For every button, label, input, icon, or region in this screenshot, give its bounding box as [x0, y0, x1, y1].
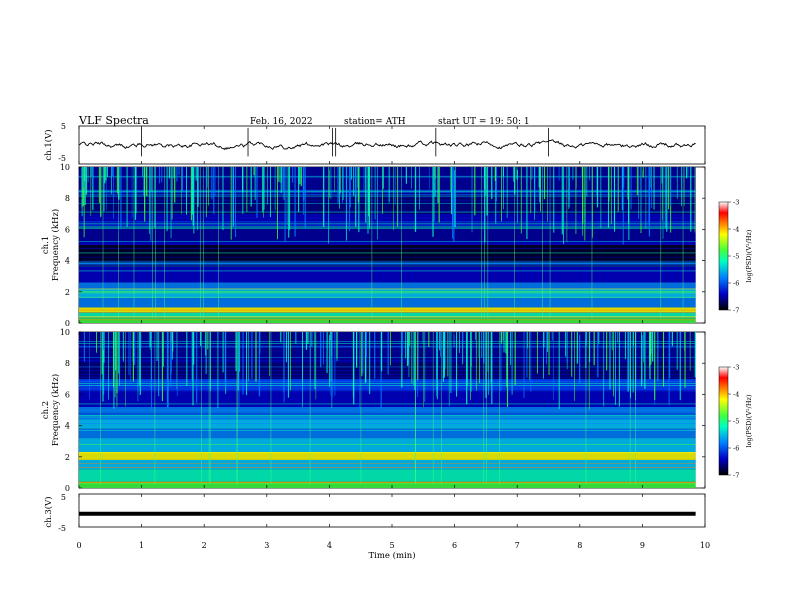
frequency-band	[79, 298, 696, 308]
date-label: Feb. 16, 2022	[250, 117, 313, 127]
start-time-label: start UT = 19: 50: 1	[438, 117, 530, 127]
ch1-ylabel: ch.1(V)	[43, 129, 54, 160]
spec2-colorbar: -3 -4 -5 -6 -7 log(PSD)(V²/Hz)	[718, 364, 753, 480]
spec1-colorbar: -3 -4 -5 -6 -7 log(PSD)(V²/Hz)	[718, 199, 753, 315]
colorbar-tick-label: -6	[733, 280, 739, 288]
ch1-spectrogram	[79, 167, 696, 323]
x-tick-label: 7	[515, 541, 520, 550]
y-tick-label: 8	[65, 359, 70, 368]
frequency-band	[79, 438, 696, 453]
x-tick-label: 9	[640, 541, 645, 550]
frequency-band	[79, 469, 696, 482]
frequency-band	[79, 406, 696, 420]
figure-title: VLF Spectra	[78, 114, 149, 127]
frequency-band	[79, 226, 696, 241]
colorbar-tick-label: -7	[733, 307, 739, 315]
spec1-ytick-labels: 0 2 4 6 8 10	[60, 163, 705, 328]
frequency-band	[79, 481, 696, 488]
frequency-band	[79, 213, 696, 227]
frequency-band	[79, 282, 696, 289]
frequency-band	[79, 167, 696, 199]
spec2-ytick-labels: 0 2 4 6 8 10	[60, 328, 705, 493]
spec2-colorbar-gradient	[718, 366, 729, 476]
ch1-ytick-bottom: -5	[58, 154, 66, 163]
x-tick-label: 6	[452, 541, 457, 550]
frequency-band	[79, 307, 696, 313]
y-tick-label: 0	[65, 484, 70, 493]
frequency-band	[79, 391, 696, 407]
station-label: station= ATH	[344, 117, 406, 127]
y-tick-label: 6	[65, 390, 70, 399]
x-tick-label: 10	[700, 541, 710, 550]
frequency-band	[79, 452, 696, 460]
colorbar-tick-label: -7	[733, 472, 739, 480]
x-tick-label: 0	[76, 541, 81, 550]
y-tick-label: 4	[65, 422, 70, 431]
y-tick-label: 10	[60, 163, 70, 172]
colorbar-tick-label: -5	[733, 253, 739, 261]
frequency-band	[79, 312, 696, 319]
frequency-band	[79, 419, 696, 429]
x-tick-label: 1	[139, 541, 144, 550]
x-axis-ticks: 0 1 2 3 4 5 6 7 8 9 10	[76, 126, 710, 550]
x-tick-label: 2	[202, 541, 207, 550]
x-axis-label: Time (min)	[368, 550, 415, 561]
x-tick-label: 5	[389, 541, 394, 550]
y-tick-label: 2	[65, 453, 70, 462]
spec2-colorbar-ticks: -3 -4 -5 -6 -7	[728, 364, 739, 480]
colorbar-tick-label: -6	[733, 445, 739, 453]
frequency-band	[79, 288, 696, 299]
frequency-band	[79, 266, 696, 283]
x-tick-label: 3	[264, 541, 269, 550]
y-tick-label: 6	[65, 225, 70, 234]
frequency-band	[79, 459, 696, 470]
spec2-ylabel-frequency: Frequency (kHz)	[50, 374, 61, 446]
y-tick-label: 0	[65, 319, 70, 328]
x-tick-label: 4	[327, 541, 332, 550]
frequency-band	[79, 240, 696, 245]
colorbar-tick-label: -4	[733, 226, 739, 234]
spec2-colorbar-label: log(PSD)(V²/Hz)	[745, 394, 753, 447]
frequency-band	[79, 428, 696, 439]
ch3-ytick-bottom: -5	[58, 524, 66, 533]
y-tick-label: 10	[60, 328, 70, 337]
colorbar-tick-label: -4	[733, 391, 739, 399]
y-tick-label: 2	[65, 288, 70, 297]
x-tick-label: 8	[577, 541, 582, 550]
colorbar-tick-label: -3	[733, 364, 739, 372]
colorbar-tick-label: -5	[733, 418, 739, 426]
spec1-ylabel-frequency: Frequency (kHz)	[50, 209, 61, 281]
colorbar-tick-label: -3	[733, 199, 739, 207]
ch3-panel-frame	[78, 493, 706, 528]
y-tick-label: 8	[65, 194, 70, 203]
y-tick-label: 4	[65, 257, 70, 266]
ch3-ylabel: ch.3(V)	[43, 496, 54, 527]
frequency-band	[79, 318, 696, 323]
spec2-ylabel-channel: ch.2	[41, 401, 51, 419]
ch1-waveform-trace	[78, 139, 696, 151]
ch1-spikes	[141, 127, 549, 157]
ch2-spectrogram	[79, 332, 696, 488]
ch1-ytick-top: 5	[61, 122, 66, 131]
ch3-ytick-top: 5	[61, 493, 66, 502]
spec1-colorbar-ticks: -3 -4 -5 -6 -7	[728, 199, 739, 315]
spec1-ylabel-channel: ch.1	[41, 236, 51, 254]
spec1-colorbar-gradient	[718, 201, 729, 311]
spec1-colorbar-label: log(PSD)(V²/Hz)	[745, 229, 753, 282]
